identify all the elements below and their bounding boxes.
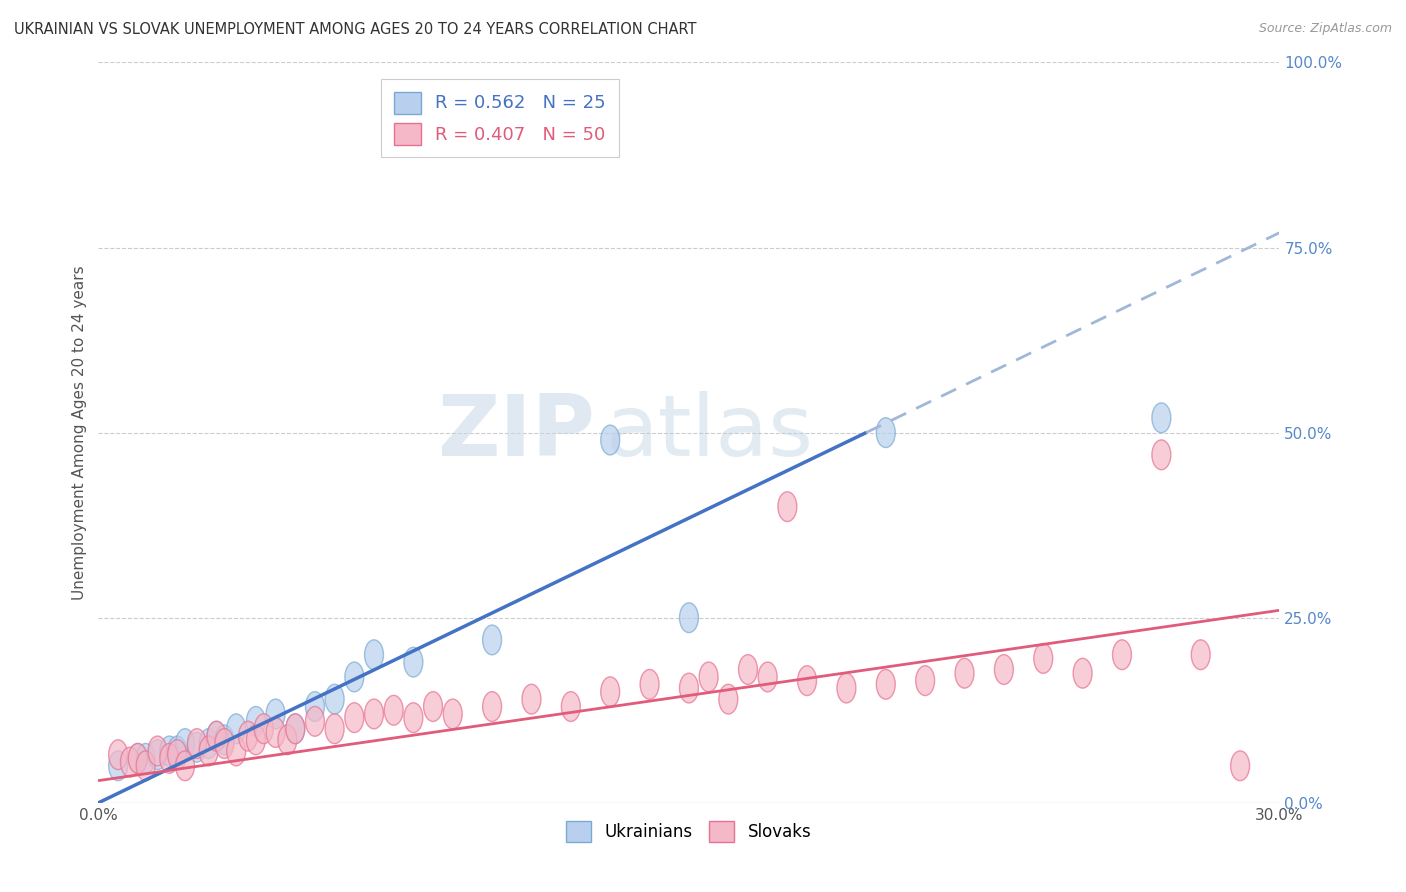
Ellipse shape [200,736,218,766]
Ellipse shape [305,691,325,722]
Ellipse shape [246,706,266,736]
Ellipse shape [600,425,620,455]
Ellipse shape [522,684,541,714]
Ellipse shape [915,665,935,696]
Ellipse shape [1112,640,1132,670]
Ellipse shape [148,736,167,766]
Ellipse shape [876,417,896,448]
Ellipse shape [136,743,155,773]
Ellipse shape [160,736,179,766]
Ellipse shape [679,603,699,632]
Ellipse shape [1191,640,1211,670]
Ellipse shape [200,729,218,758]
Ellipse shape [423,691,443,722]
Ellipse shape [187,732,207,762]
Ellipse shape [215,729,233,758]
Ellipse shape [679,673,699,703]
Ellipse shape [1230,751,1250,780]
Ellipse shape [443,699,463,729]
Ellipse shape [285,714,305,744]
Ellipse shape [364,699,384,729]
Ellipse shape [561,691,581,722]
Ellipse shape [167,736,187,766]
Ellipse shape [778,491,797,522]
Ellipse shape [344,662,364,692]
Ellipse shape [108,739,128,770]
Ellipse shape [226,736,246,766]
Ellipse shape [1152,440,1171,470]
Ellipse shape [278,725,297,755]
Ellipse shape [404,703,423,732]
Ellipse shape [148,739,167,770]
Ellipse shape [176,729,194,758]
Legend: Ukrainians, Slovaks: Ukrainians, Slovaks [558,813,820,850]
Ellipse shape [215,725,233,755]
Ellipse shape [994,655,1014,684]
Ellipse shape [758,662,778,692]
Text: ZIP: ZIP [437,391,595,475]
Ellipse shape [344,703,364,732]
Ellipse shape [266,717,285,747]
Ellipse shape [325,714,344,744]
Ellipse shape [167,739,187,770]
Ellipse shape [1073,658,1092,688]
Ellipse shape [600,677,620,706]
Ellipse shape [121,747,139,777]
Ellipse shape [128,743,148,773]
Ellipse shape [325,684,344,714]
Ellipse shape [876,669,896,699]
Y-axis label: Unemployment Among Ages 20 to 24 years: Unemployment Among Ages 20 to 24 years [72,265,87,600]
Ellipse shape [160,743,179,773]
Ellipse shape [266,699,285,729]
Ellipse shape [955,658,974,688]
Text: UKRAINIAN VS SLOVAK UNEMPLOYMENT AMONG AGES 20 TO 24 YEARS CORRELATION CHART: UKRAINIAN VS SLOVAK UNEMPLOYMENT AMONG A… [14,22,696,37]
Text: atlas: atlas [606,391,814,475]
Ellipse shape [246,725,266,755]
Ellipse shape [207,722,226,751]
Ellipse shape [305,706,325,736]
Ellipse shape [364,640,384,670]
Ellipse shape [108,751,128,780]
Ellipse shape [187,729,207,758]
Ellipse shape [207,722,226,751]
Ellipse shape [254,714,273,744]
Ellipse shape [640,669,659,699]
Ellipse shape [699,662,718,692]
Ellipse shape [482,691,502,722]
Ellipse shape [738,655,758,684]
Ellipse shape [797,665,817,696]
Ellipse shape [136,751,155,780]
Ellipse shape [1152,403,1171,433]
Ellipse shape [1033,643,1053,673]
Text: Source: ZipAtlas.com: Source: ZipAtlas.com [1258,22,1392,36]
Ellipse shape [239,722,257,751]
Ellipse shape [384,696,404,725]
Ellipse shape [176,751,194,780]
Ellipse shape [482,625,502,655]
Ellipse shape [404,648,423,677]
Ellipse shape [718,684,738,714]
Ellipse shape [285,714,305,744]
Ellipse shape [128,743,148,773]
Ellipse shape [226,714,246,744]
Ellipse shape [837,673,856,703]
